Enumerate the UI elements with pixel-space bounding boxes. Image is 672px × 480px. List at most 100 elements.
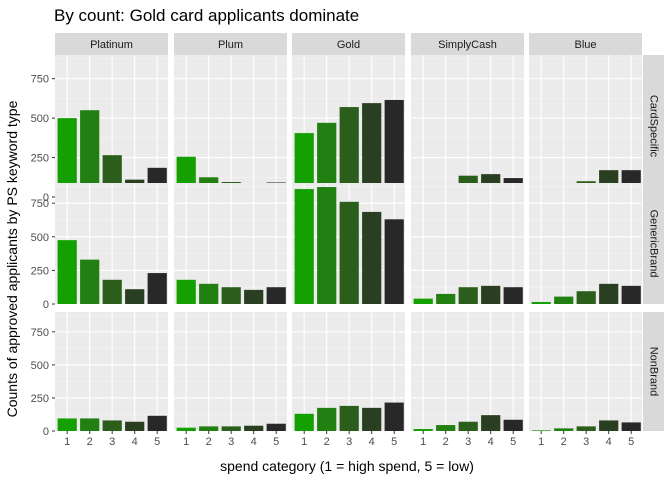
bar	[221, 287, 241, 304]
bar	[481, 285, 501, 304]
panel-nonbrand-gold	[292, 312, 405, 432]
bar	[362, 103, 382, 197]
x-tick-label: 3	[109, 436, 115, 448]
bar	[266, 287, 286, 304]
bar	[621, 285, 641, 304]
bar	[599, 283, 619, 304]
x-tick-label: 4	[132, 436, 138, 448]
bar	[503, 419, 523, 431]
bar	[244, 425, 264, 431]
y-axis-title: Counts of approved applicants by PS keyw…	[4, 100, 20, 417]
panel-genericbrand-plum	[174, 183, 287, 305]
x-tick-label: 2	[561, 436, 567, 448]
bar	[317, 122, 337, 197]
panel-nonbrand-plum	[174, 312, 287, 432]
bar	[199, 283, 219, 304]
y-tick-label: 0	[43, 192, 49, 204]
bar	[339, 107, 359, 197]
bar	[339, 405, 359, 431]
panel-nonbrand-platinum	[55, 312, 168, 432]
bar	[199, 426, 219, 431]
panel-nonbrand-simplycash	[411, 312, 524, 432]
bar	[384, 402, 404, 431]
bar	[57, 118, 77, 197]
bar	[531, 301, 551, 304]
panel-cardspecific-platinum	[55, 55, 168, 198]
bar	[57, 418, 77, 431]
bar	[147, 415, 167, 431]
panel-nonbrand-blue	[529, 312, 642, 432]
strip-gold	[292, 33, 405, 55]
y-tick-label: 0	[43, 299, 49, 311]
x-tick-label: 5	[154, 436, 160, 448]
y-tick-label: 750	[31, 74, 49, 86]
panel-background	[529, 312, 642, 431]
x-tick-label: 1	[538, 436, 544, 448]
x-tick-label: 4	[369, 436, 375, 448]
x-tick-label: 2	[206, 436, 212, 448]
bar	[176, 279, 196, 304]
x-tick-label: 5	[273, 436, 279, 448]
bar	[436, 293, 456, 304]
strip-label-genericbrand: GenericBrand	[648, 210, 660, 278]
panel-cardspecific-plum	[174, 55, 287, 198]
facet-panels: Platinum Plum Gold SimplyCash Blue CardSpecif…	[31, 33, 664, 448]
bar	[176, 427, 196, 431]
bar	[125, 421, 145, 431]
y-tick-label: 250	[31, 153, 49, 165]
strip-plum	[174, 33, 287, 55]
bar	[554, 296, 574, 304]
bar	[576, 426, 596, 431]
x-tick-label: 4	[606, 436, 612, 448]
x-tick-label: 3	[465, 436, 471, 448]
panel-cardspecific-blue	[529, 55, 642, 198]
y-tick-label: 0	[43, 426, 49, 438]
bar	[294, 413, 314, 431]
bar	[80, 110, 100, 197]
x-tick-label: 5	[391, 436, 397, 448]
bar	[503, 287, 523, 304]
strip-label-plum: Plum	[218, 39, 243, 51]
strip-blue	[529, 33, 642, 55]
bar	[317, 187, 337, 304]
bar	[80, 418, 100, 431]
panel-genericbrand-blue	[529, 183, 642, 305]
bar	[458, 287, 478, 304]
y-tick-label: 750	[31, 198, 49, 210]
bar	[436, 425, 456, 431]
x-tick-label: 1	[183, 436, 189, 448]
strip-label-blue: Blue	[574, 39, 596, 51]
bar	[57, 240, 77, 304]
x-axis-title: spend category (1 = high spend, 5 = low)	[220, 458, 474, 474]
bar	[413, 298, 433, 304]
strip-platinum	[55, 33, 168, 55]
bar	[102, 279, 122, 304]
x-tick-label: 5	[628, 436, 634, 448]
bar	[362, 407, 382, 431]
panel-cardspecific-simplycash	[411, 55, 524, 198]
bar	[384, 219, 404, 304]
x-tick-label: 1	[420, 436, 426, 448]
x-tick-label: 4	[251, 436, 257, 448]
strip-label-gold: Gold	[337, 39, 360, 51]
bar	[266, 423, 286, 431]
x-tick-label: 4	[488, 436, 494, 448]
x-tick-label: 2	[87, 436, 93, 448]
strip-genericbrand	[643, 183, 664, 304]
bar	[599, 420, 619, 431]
bar	[384, 99, 404, 197]
bar	[294, 189, 314, 304]
strip-label-simplycash: SimplyCash	[438, 39, 497, 51]
panel-genericbrand-simplycash	[411, 183, 524, 305]
y-tick-label: 500	[31, 360, 49, 372]
bar	[125, 289, 145, 304]
bar	[413, 429, 433, 431]
x-tick-label: 3	[583, 436, 589, 448]
strip-label-platinum: Platinum	[90, 39, 133, 51]
bar	[362, 211, 382, 304]
x-tick-label: 2	[324, 436, 330, 448]
panel-genericbrand-platinum	[55, 183, 168, 305]
bar	[221, 426, 241, 431]
y-tick-label: 500	[31, 232, 49, 244]
